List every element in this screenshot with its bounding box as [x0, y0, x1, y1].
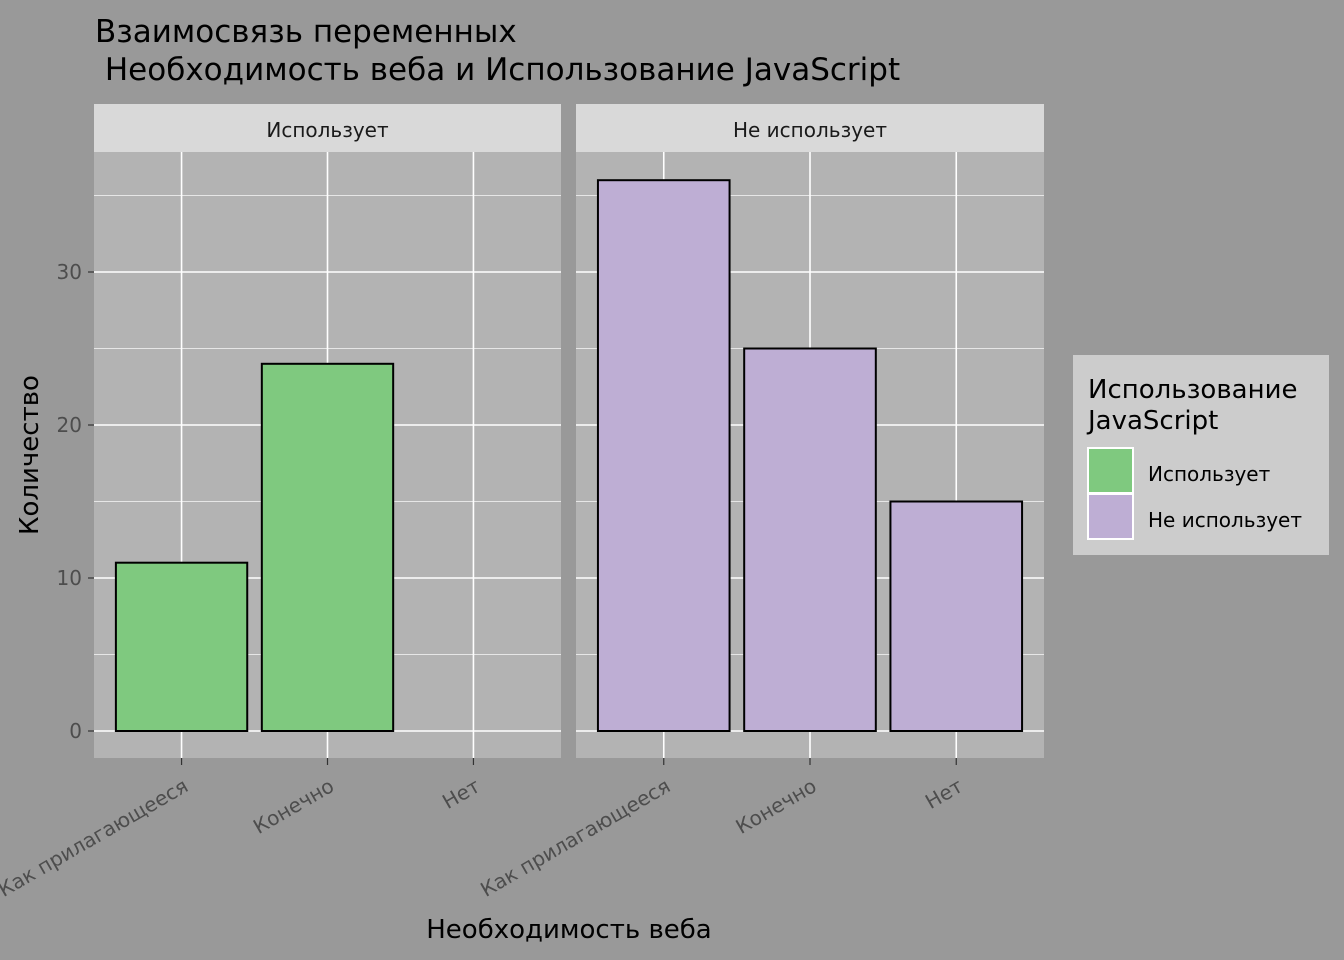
- legend-key-not-uses: [1087, 493, 1134, 540]
- legend-label-uses: Использует: [1148, 462, 1271, 486]
- legend: Использование JavaScript Использует Не и…: [1073, 355, 1329, 555]
- legend-label-not-uses: Не использует: [1148, 508, 1302, 532]
- chart-title-line1: Взаимосвязь переменных: [95, 14, 517, 50]
- y-axis-label: Количество: [15, 375, 45, 535]
- y-tick-label: 20: [57, 413, 82, 437]
- y-tick-label: 0: [69, 719, 82, 743]
- facet-strip: [576, 104, 1044, 152]
- x-axis-label: Необходимость веба: [426, 915, 712, 945]
- facet-strip-label: Использует: [266, 118, 389, 142]
- y-axis: 0 10 20 30: [57, 260, 94, 743]
- bar: [260, 362, 395, 732]
- bar: [889, 500, 1024, 732]
- bar: [743, 347, 877, 732]
- legend-key-uses: [1087, 447, 1134, 494]
- legend-title-line1: Использование: [1088, 375, 1297, 405]
- legend-title-line2: JavaScript: [1086, 406, 1218, 436]
- bar: [114, 561, 249, 733]
- bar: [596, 179, 731, 732]
- y-tick-label: 30: [57, 260, 82, 284]
- y-tick-label: 10: [57, 566, 82, 590]
- chart-title-line2: Необходимость веба и Использование JavaS…: [95, 52, 900, 88]
- facet-strip: [94, 104, 561, 152]
- facet-strip-label: Не использует: [733, 118, 887, 142]
